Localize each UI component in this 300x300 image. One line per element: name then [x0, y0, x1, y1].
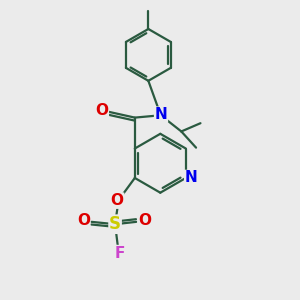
Text: O: O [95, 103, 108, 118]
Text: N: N [185, 170, 197, 185]
Text: F: F [114, 246, 125, 261]
Text: S: S [109, 215, 121, 233]
Text: O: O [138, 213, 151, 228]
Text: O: O [77, 213, 90, 228]
Text: N: N [154, 107, 167, 122]
Text: O: O [111, 193, 124, 208]
